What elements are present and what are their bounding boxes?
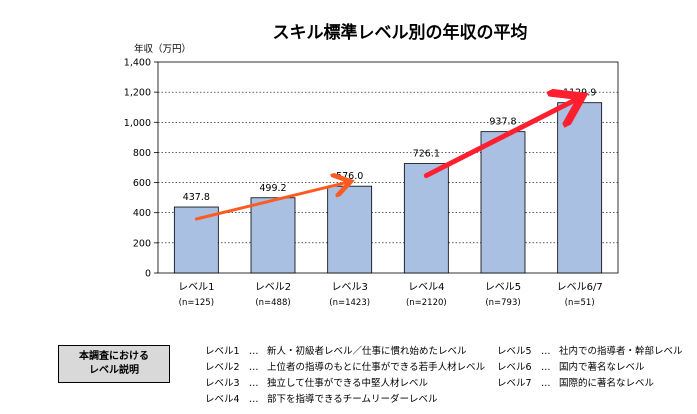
level-descriptions-right: レベル5 … 社内での指導者・幹部レベル レベル6 … 国内で著名なレベル レベル7 … 国…	[497, 344, 683, 392]
bar-value-label: 937.8	[489, 117, 516, 128]
x-category-label: レベル5	[485, 281, 521, 293]
level-separator: …	[541, 346, 551, 357]
x-sample-size-label: (n=2120)	[406, 298, 447, 308]
y-axis-label: 年収（万円）	[134, 43, 191, 55]
chart-title: スキル標準レベル別の年収の平均	[273, 22, 528, 43]
bar	[403, 163, 449, 274]
x-sample-size-label: (n=1423)	[329, 298, 370, 308]
y-tick-label: 800	[133, 148, 151, 159]
x-sample-size-label: (n=125)	[179, 298, 214, 308]
y-tick-label: 0	[145, 269, 151, 280]
x-category-label: レベル2	[255, 281, 291, 293]
level-description-row: レベル3 … 独立して仕事ができる中堅人材レベル	[205, 376, 485, 392]
y-tick-label: 1,000	[124, 118, 151, 129]
y-tick-label: 200	[133, 238, 151, 249]
level-name: レベル4	[205, 394, 240, 405]
bar-value-label: 576.0	[336, 171, 363, 182]
level-description-row: レベル2 … 上位者の指導のもとに仕事ができる若手人材レベル	[205, 360, 485, 376]
level-text: 社内での指導者・幹部レベル	[559, 346, 683, 357]
trend-arrow	[423, 99, 577, 179]
x-category-label: レベル1	[178, 281, 214, 293]
bar-value-label: 499.2	[259, 183, 286, 194]
level-name: レベル5	[497, 346, 532, 357]
level-text: 上位者の指導のもとに仕事ができる若手人材レベル	[267, 362, 486, 373]
legend-title-line2: レベル説明	[89, 365, 139, 376]
level-name: レベル2	[205, 362, 240, 373]
bar-chart-svg: スキル標準レベル別の年収の平均 年収（万円） 0 200 400 600 800 1,00…	[124, 22, 619, 308]
bar-value-label: 726.1	[413, 149, 440, 160]
bar-value-label: 437.8	[183, 192, 210, 203]
x-category-label: レベル4	[408, 281, 444, 293]
level-separator: …	[249, 346, 259, 357]
trend-arrow	[194, 182, 347, 221]
level-description-row: レベル5 … 社内での指導者・幹部レベル	[497, 344, 683, 360]
bar	[557, 102, 603, 274]
level-separator: …	[249, 362, 259, 373]
bar	[327, 185, 373, 274]
level-name: レベル7	[497, 378, 532, 389]
plot-frame	[157, 61, 619, 274]
bar	[480, 131, 526, 274]
y-tick-label: 1,200	[124, 88, 151, 99]
level-description-row: レベル6 … 国内で著名なレベル	[497, 360, 683, 376]
level-description-row: レベル1 … 新人・初級者レベル／仕事に慣れ始めたレベル	[205, 344, 485, 360]
y-tick-label: 600	[133, 178, 151, 189]
level-text: 部下を指導できるチームリーダーレベル	[267, 394, 438, 405]
level-separator: …	[249, 378, 259, 389]
bar	[250, 197, 296, 274]
level-separator: …	[541, 378, 551, 389]
bar	[173, 206, 219, 274]
level-separator: …	[541, 362, 551, 373]
y-tick-label: 400	[133, 208, 151, 219]
x-sample-size-label: (n=51)	[565, 298, 595, 308]
x-sample-size-label: (n=793)	[485, 298, 520, 308]
x-category-label: レベル6/7	[557, 281, 603, 293]
level-name: レベル6	[497, 362, 532, 373]
level-separator: …	[249, 394, 259, 405]
x-category-label: レベル3	[331, 281, 367, 293]
legend-title-line1: 本調査における	[79, 351, 149, 362]
level-text: 国内で著名なレベル	[559, 362, 645, 373]
x-sample-size-label: (n=488)	[255, 298, 290, 308]
level-legend-box: 本調査における レベル説明	[58, 345, 170, 383]
level-description-row: レベル7 … 国際的に著名なレベル	[497, 376, 683, 392]
level-name: レベル1	[205, 346, 240, 357]
level-description-row: レベル4 … 部下を指導できるチームリーダーレベル	[205, 392, 485, 408]
level-name: レベル3	[205, 378, 240, 389]
level-text: 国際的に著名なレベル	[559, 378, 655, 389]
level-text: 独立して仕事ができる中堅人材レベル	[267, 378, 429, 389]
level-descriptions-left: レベル1 … 新人・初級者レベル／仕事に慣れ始めたレベル レベル2 … 上位者の指導のも…	[205, 344, 485, 408]
bar-value-label: 1129.9	[563, 88, 596, 99]
y-tick-label: 1,400	[124, 58, 151, 69]
level-text: 新人・初級者レベル／仕事に慣れ始めたレベル	[267, 346, 467, 357]
